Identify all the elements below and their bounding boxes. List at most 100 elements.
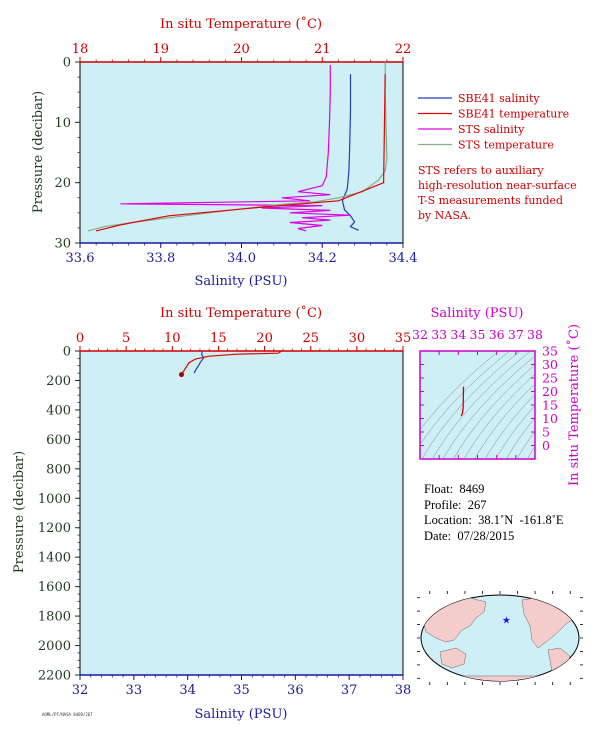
sbe41-temperature-line — [180, 351, 282, 375]
ts-salinity-tick-label: 38 — [527, 327, 543, 342]
sbe41-temperature-line — [95, 74, 386, 232]
salinity-tick-label: 37 — [341, 683, 358, 698]
pressure-tick-label: 30 — [54, 237, 71, 252]
density-contour — [516, 430, 535, 459]
temperature-tick-label: 30 — [349, 331, 366, 346]
ts-salinity-tick-label: 36 — [489, 327, 505, 342]
pressure-tick-label: 2000 — [38, 639, 71, 654]
chart2-pressure-ticks: 0 200 400 600 800 1000 1200 1400 1600 1800 2000 220… — [38, 345, 80, 684]
float-id: Float: 8469 — [424, 482, 485, 496]
ts-salinity-tick-label: 33 — [431, 327, 447, 342]
chart1-legend: SBE41 salinity SBE41 temperature STS salin… — [418, 92, 569, 152]
temperature-tick-label: 21 — [314, 42, 331, 57]
sbe41-salinity-line — [193, 351, 205, 374]
ts-salinity-tick-label: 35 — [470, 327, 486, 342]
sts-note: STS refers to auxiliary high-resolution n… — [418, 164, 577, 222]
temperature-tick-label: 22 — [395, 42, 412, 57]
temperature-tick-label: 5 — [122, 331, 130, 346]
profile-bottom-marker — [179, 372, 185, 378]
ts-temperature-tick-label: 35 — [542, 344, 558, 359]
pressure-tick-label: 1400 — [38, 551, 71, 566]
density-contour — [474, 383, 535, 459]
chart1-bottom-axis-label: Salinity (PSU) — [195, 274, 288, 289]
map-land-australia — [439, 647, 467, 669]
chart2-left-axis-label: Pressure (decibar) — [12, 451, 27, 573]
pressure-tick-label: 2200 — [38, 669, 71, 684]
note-line: T-S measurements funded — [418, 194, 563, 207]
temperature-tick-label: 18 — [72, 42, 89, 57]
pressure-tick-label: 600 — [46, 433, 71, 448]
float-location: Location: 38.1˚N -161.8˚E — [424, 513, 564, 527]
map-frame-ticks — [417, 591, 583, 685]
ts-plot-area — [419, 350, 536, 460]
chart2-plot-area — [79, 350, 404, 676]
legend-label: SBE41 salinity — [458, 92, 540, 105]
density-contour — [442, 355, 535, 459]
ts-temperature-tick-label: 30 — [542, 357, 558, 372]
salinity-tick-label: 34.4 — [389, 251, 418, 266]
salinity-tick-label: 35 — [233, 683, 250, 698]
pressure-tick-label: 1600 — [38, 580, 71, 595]
world-map: ★ — [417, 591, 583, 685]
sbe41-salinity-line — [341, 74, 359, 231]
temperature-tick-label: 15 — [210, 331, 227, 346]
pressure-tick-label: 1200 — [38, 521, 71, 536]
chart1-series — [87, 62, 388, 232]
chart2-top-axis-label: In situ Temperature (˚C) — [160, 305, 322, 321]
temperature-tick-label: 25 — [302, 331, 319, 346]
float-location-marker: ★ — [502, 615, 511, 626]
temperature-tick-label: 10 — [164, 331, 181, 346]
ts-temperature-tick-label: 15 — [542, 398, 558, 413]
ts-temperature-tick-label: 25 — [542, 371, 558, 386]
chart1-pressure-ticks: 0 10 20 30 — [54, 56, 80, 252]
pressure-tick-label: 200 — [46, 374, 71, 389]
salinity-tick-label: 33.6 — [66, 251, 95, 266]
ts-series — [460, 386, 465, 417]
density-contour — [527, 445, 535, 459]
temperature-tick-label: 0 — [76, 331, 84, 346]
pressure-tick-label: 20 — [54, 176, 71, 191]
density-contour — [420, 351, 510, 446]
chart1-temperature-ticks: 18 19 20 21 22 — [72, 42, 412, 62]
note-line: STS refers to auxiliary — [418, 164, 544, 177]
salinity-tick-label: 33 — [126, 683, 143, 698]
ts-salinity-ticks: 32 33 34 35 36 37 38 — [412, 327, 543, 459]
ts-temperature-tick-label: 0 — [542, 438, 550, 453]
pressure-tick-label: 10 — [54, 116, 71, 131]
ts-salinity-tick-label: 37 — [508, 327, 524, 342]
chart1-plot-area — [79, 61, 404, 244]
pressure-tick-label: 400 — [46, 403, 71, 418]
production-stamp: AOML/PF/NASA 8469/267 — [42, 712, 93, 717]
chart1-salinity-ticks: 33.6 33.8 34.0 34.2 34.4 — [66, 243, 418, 266]
pressure-tick-label: 1800 — [38, 610, 71, 625]
legend-label: STS temperature — [458, 139, 554, 152]
density-contour — [484, 394, 535, 459]
legend-label: STS salinity — [458, 123, 525, 136]
density-contour — [463, 373, 535, 459]
ts-temperature-tick-label: 5 — [542, 425, 550, 440]
chart2-temperature-ticks: 0 5 10 15 20 25 30 35 — [76, 331, 411, 351]
ts-salinity-tick-label: 32 — [412, 327, 428, 342]
pressure-tick-label: 0 — [63, 345, 71, 360]
salinity-tick-label: 34.2 — [308, 251, 337, 266]
ts-temperature-tick-label: 10 — [542, 411, 558, 426]
chart2-series — [179, 351, 282, 378]
temperature-tick-label: 20 — [233, 42, 250, 57]
temperature-tick-label: 20 — [256, 331, 273, 346]
chart1-top-axis-label: In situ Temperature (˚C) — [160, 16, 322, 32]
note-line: high-resolution near-surface — [418, 179, 577, 192]
chart1-left-axis-label: Pressure (decibar) — [31, 91, 46, 213]
density-contour — [495, 405, 535, 459]
full-depth-profile-chart: 0 5 10 15 20 25 30 35 32 33 34 35 36 37 38 0 200 400 600… — [12, 305, 411, 722]
density-contour — [506, 417, 535, 459]
ts-temperature-tick-label: 20 — [542, 384, 558, 399]
density-contour — [432, 351, 531, 459]
pressure-tick-label: 800 — [46, 462, 71, 477]
ts-right-axis-label: In situ Temperature (˚C) — [566, 324, 582, 486]
salinity-tick-label: 34.0 — [227, 251, 256, 266]
sts-salinity-line — [120, 65, 351, 232]
ts-top-axis-label: Salinity (PSU) — [431, 306, 524, 321]
sts-temperature-line — [87, 62, 388, 232]
